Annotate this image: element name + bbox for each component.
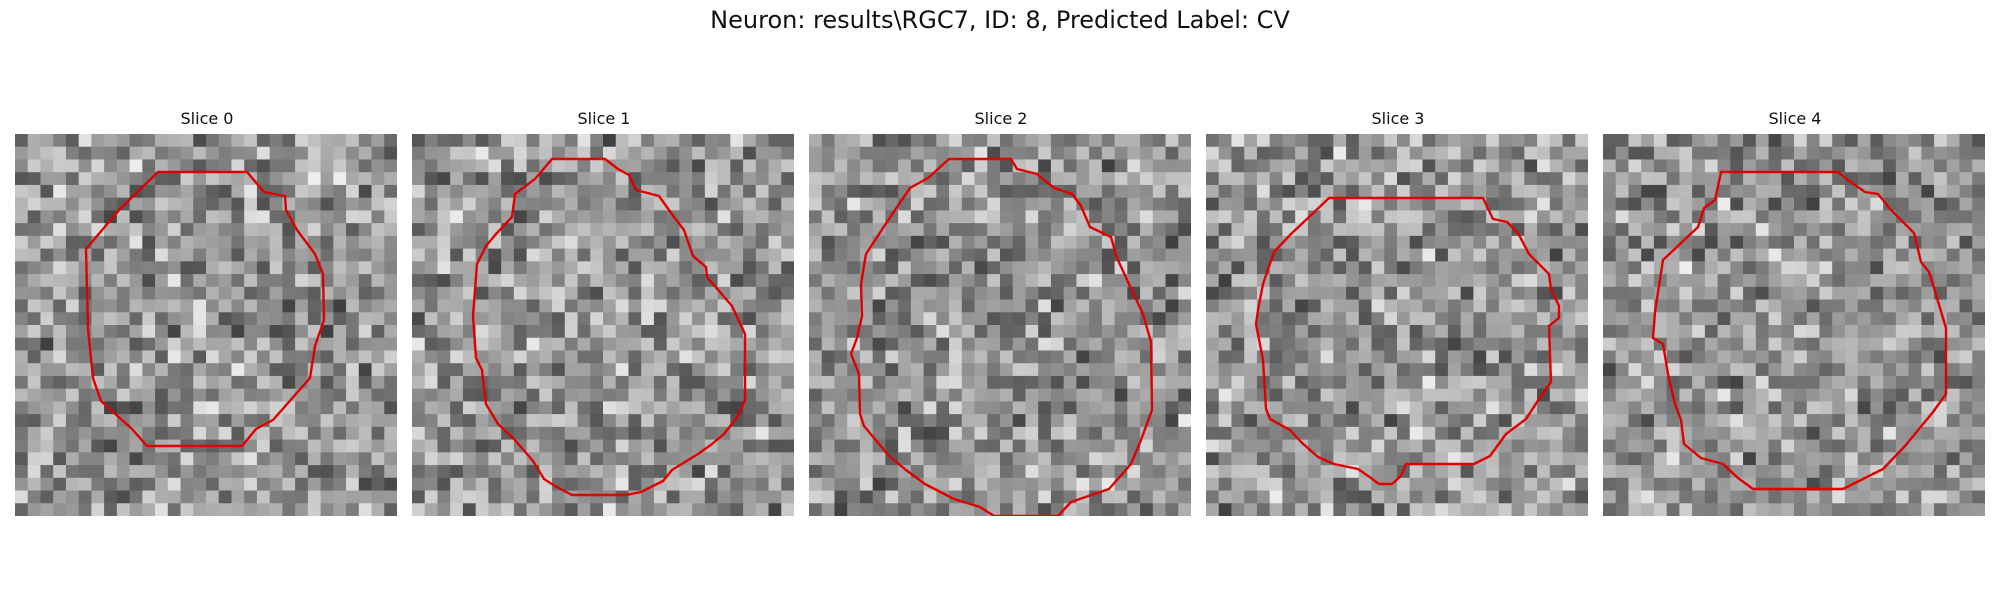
- slice-image: [412, 134, 794, 516]
- slice-image-svg: [15, 134, 397, 516]
- pixel-grid: [1603, 134, 1985, 516]
- cell-contour: [849, 157, 1154, 516]
- pixel-grid: [809, 134, 1191, 516]
- slice-title: Slice 4: [1768, 109, 1822, 128]
- pixel-grid: [1206, 134, 1588, 516]
- cell-contour: [1254, 196, 1561, 486]
- slice-title: Slice 1: [577, 109, 631, 128]
- slice-title: Slice 2: [974, 109, 1028, 128]
- pixel-grid: [15, 134, 397, 516]
- cell-contour: [471, 157, 747, 497]
- cell-contour: [1651, 170, 1948, 491]
- slice-title: Slice 3: [1371, 109, 1425, 128]
- figure-title: Neuron: results\RGC7, ID: 8, Predicted L…: [710, 6, 1290, 34]
- pixel-grid: [412, 134, 794, 516]
- slice-image: [809, 134, 1191, 516]
- slice-image-svg: [412, 134, 794, 516]
- cell-contour: [84, 170, 326, 448]
- slice-image-svg: [1206, 134, 1588, 516]
- slice-image: [15, 134, 397, 516]
- slice-image: [1603, 134, 1985, 516]
- slice-image: [1206, 134, 1588, 516]
- slice-image-svg: [809, 134, 1191, 516]
- slice-image-svg: [1603, 134, 1985, 516]
- slice-title: Slice 0: [180, 109, 234, 128]
